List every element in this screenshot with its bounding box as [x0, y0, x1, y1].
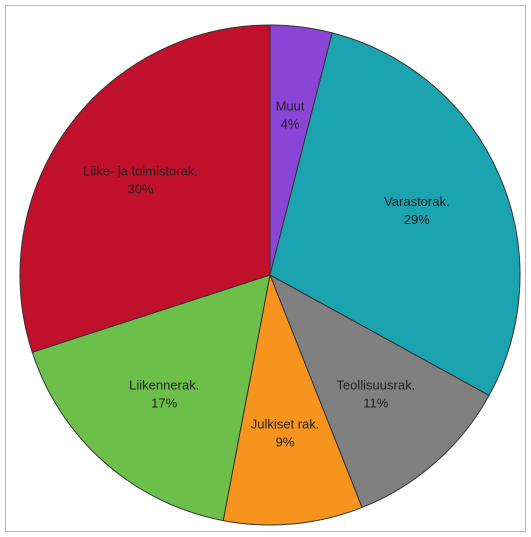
slice-value-label: 30%: [128, 181, 154, 196]
slice-label: Teollisuusrak.: [336, 377, 415, 392]
slice-value-label: 4%: [281, 117, 300, 132]
slice-value-label: 29%: [404, 212, 430, 227]
pie-slice: [269, 32, 521, 397]
slice-label: Liike- ja toimistorak.: [83, 163, 198, 178]
slice-value-label: 17%: [151, 395, 177, 410]
pie-slice: [269, 273, 490, 509]
slice-label: Julkiset rak.: [251, 417, 320, 432]
slice-value-label: 11%: [363, 395, 388, 410]
slice-label: Liikennerak.: [129, 377, 199, 392]
pie-slice: [222, 273, 363, 526]
slice-label: Varastorak.: [384, 194, 450, 209]
pie-slice: [31, 274, 271, 522]
pie-slice: [19, 24, 271, 353]
slice-value-label: 9%: [276, 435, 295, 450]
slice-label: Muut: [276, 99, 305, 114]
